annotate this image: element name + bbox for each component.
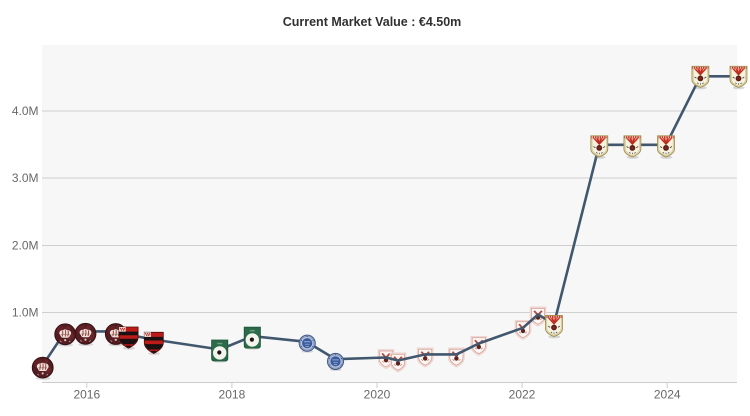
svg-text:1.0M: 1.0M	[12, 306, 39, 320]
svg-text:2022: 2022	[509, 388, 536, 402]
svg-text:2020: 2020	[364, 388, 391, 402]
svg-text:Current Market Value : €4.50m: Current Market Value : €4.50m	[283, 15, 462, 29]
svg-text:2024: 2024	[654, 388, 681, 402]
svg-text:2018: 2018	[219, 388, 246, 402]
svg-text:4.0M: 4.0M	[12, 104, 39, 118]
svg-text:3.0M: 3.0M	[12, 171, 39, 185]
svg-text:2.0M: 2.0M	[12, 239, 39, 253]
svg-text:2016: 2016	[73, 388, 100, 402]
